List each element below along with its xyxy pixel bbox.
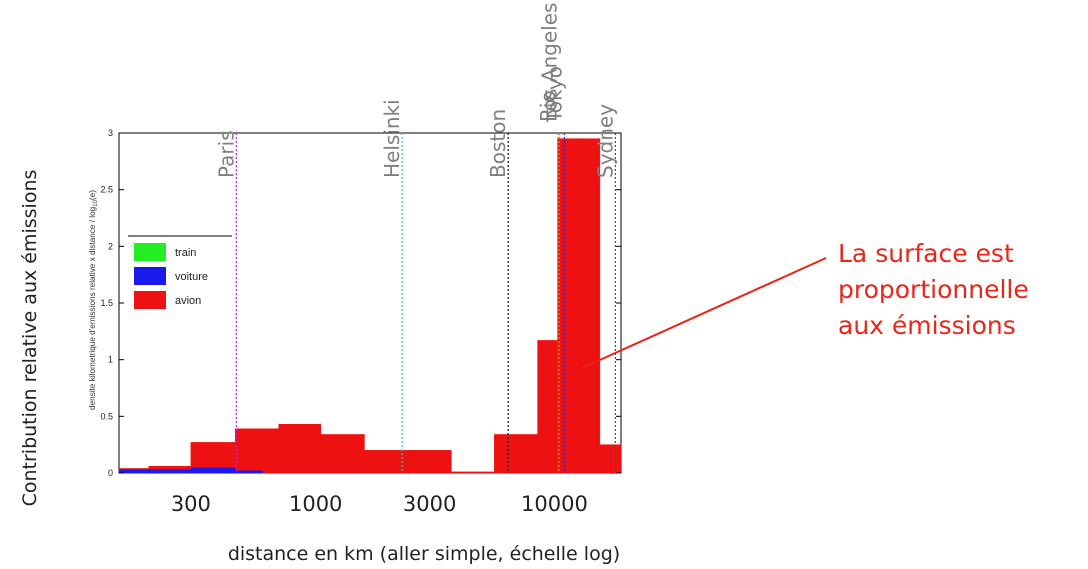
xtick-label-1: 1000 [289, 492, 342, 516]
annotation-text: La surface est proportionnelle aux émiss… [838, 236, 1088, 344]
city-label-4: Los Angeles [538, 3, 562, 122]
bar-avion-9 [494, 434, 538, 474]
legend-label-avion: avion [175, 295, 201, 307]
bar-avion-11 [557, 138, 581, 474]
y-axis-label-inner-end: (e) [88, 190, 97, 200]
xtick-label-2: 3000 [403, 492, 456, 516]
axis-labels: Contribution relative aux émissions densi… [19, 170, 620, 565]
annotation-line-2: proportionnelle [838, 275, 1029, 304]
bar-voiture-1 [190, 467, 236, 474]
xtick-label-3: 10000 [521, 492, 588, 516]
legend-label-voiture: voiture [175, 271, 208, 283]
ytick-label-3: 1.5 [100, 298, 113, 308]
annotation-line-3: aux émissions [838, 311, 1016, 340]
bar-avion-4 [278, 424, 322, 474]
city-label-6: Sydney [593, 104, 617, 178]
ytick-label-5: 2.5 [100, 185, 113, 195]
bar-avion-8 [451, 471, 495, 474]
bar-avion-3 [234, 428, 279, 474]
ytick-label-0: 0 [108, 468, 113, 478]
bar-voiture-2 [234, 470, 263, 474]
bar-voiture-0 [118, 469, 192, 474]
annotation-pointer [581, 257, 827, 369]
ytick-label-1: 0.5 [100, 411, 113, 421]
ytick-label-4: 2 [108, 241, 113, 251]
city-label-5: Tokyo [542, 66, 566, 123]
city-label-2: Boston [486, 109, 510, 178]
ytick-label-2: 1 [108, 355, 113, 365]
y-axis-label-inner-main: densite kilometrique d'emissions relativ… [88, 206, 97, 410]
y-axis-label-outer: Contribution relative aux émissions [19, 170, 41, 507]
bar-avion-7 [408, 450, 452, 474]
bar-avion-12 [579, 138, 601, 474]
legend-swatch-voiture [134, 267, 166, 285]
bar-avion-5 [320, 434, 365, 474]
x-axis-label: distance en km (aller simple, échelle lo… [228, 543, 620, 565]
ytick-label-6: 3 [108, 128, 113, 138]
bar-avion-10 [537, 340, 558, 474]
legend-swatch-avion [134, 291, 166, 309]
legend-label-train: train [175, 247, 196, 259]
city-label-0: Paris [214, 130, 238, 178]
xtick-label-0: 300 [171, 492, 211, 516]
legend: train voiture avion [128, 235, 232, 309]
ticks-layer: 0 0.5 1 1.5 2 2.5 3 300 1000 3000 10000 [100, 128, 621, 516]
y-axis-label-inner-sub: 10 [93, 199, 99, 206]
bar-avion-13 [599, 444, 622, 474]
city-label-3: Rio [536, 90, 560, 122]
y-axis-label-inner: densite kilometrique d'emissions relativ… [88, 190, 99, 410]
legend-swatch-train [134, 243, 166, 261]
city-label-1: Helsinki [380, 99, 404, 178]
annotation-line-1: La surface est [838, 239, 1014, 268]
